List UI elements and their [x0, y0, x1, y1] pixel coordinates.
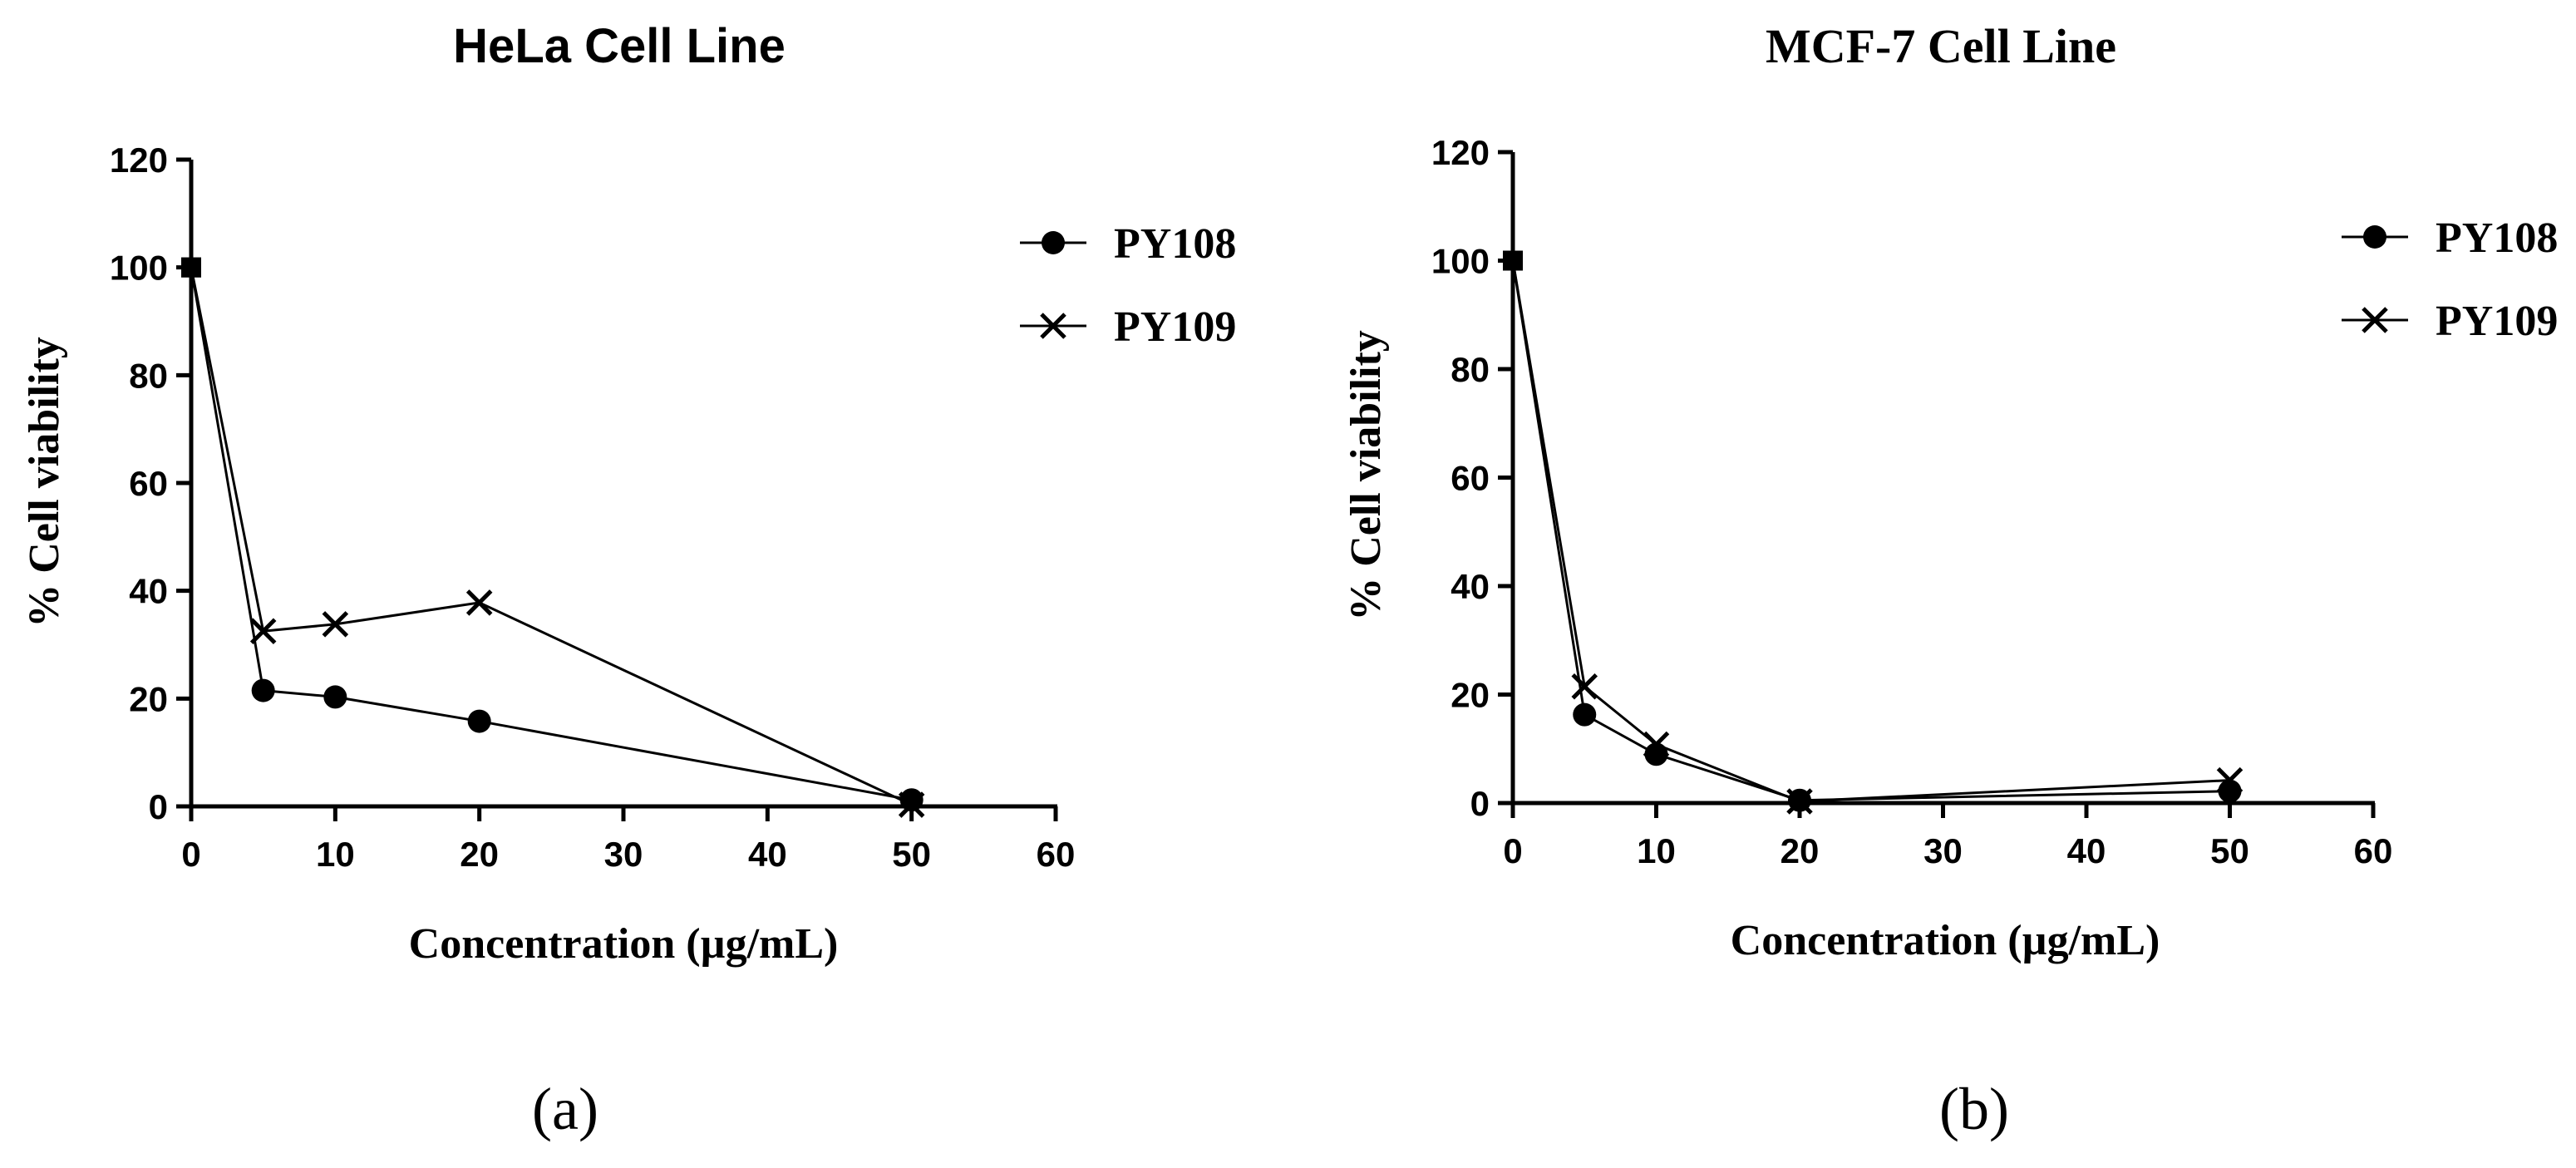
- panel-label-hela: (a): [532, 1076, 598, 1142]
- series-py109-point-stroke-b: [898, 791, 925, 818]
- series-py108-line: [1511, 260, 2230, 802]
- legend-py109-label: PY109: [2436, 298, 2558, 345]
- x-tick-label: 50: [892, 835, 931, 874]
- series-py109-point-stroke-b: [465, 589, 493, 616]
- chart-title: HeLa Cell Line: [453, 19, 786, 73]
- series-py109-line: [190, 267, 913, 806]
- x-axis-label: Concentration (µg/mL): [409, 920, 839, 968]
- x-tick-label: 60: [1037, 835, 1076, 874]
- y-axis-label: % Cell viability: [1342, 330, 1390, 621]
- y-tick-label: 100: [1431, 242, 1490, 281]
- y-tick-label: 40: [1451, 567, 1490, 606]
- series-py109-point: [898, 791, 925, 818]
- legend-py109-marker-stroke-b: [1040, 313, 1066, 339]
- series-py108-line: [190, 267, 912, 801]
- x-tick-label: 0: [181, 835, 200, 874]
- y-tick-label: 80: [129, 356, 168, 395]
- x-tick-label: 20: [1781, 831, 1820, 870]
- series-py109-point-stroke-b: [2216, 766, 2244, 794]
- legend-py108-marker: [2363, 225, 2386, 249]
- series-py108-point: [251, 678, 275, 702]
- panel-label-mcf7: (b): [1939, 1076, 2009, 1142]
- y-tick-label: 60: [129, 464, 168, 503]
- x-tick-label: 0: [1503, 831, 1522, 870]
- x-tick-label: 20: [460, 835, 499, 874]
- x-tick-label: 40: [748, 835, 787, 874]
- x-tick-label: 30: [1923, 831, 1963, 870]
- series-py109-point-stroke-b: [322, 611, 349, 638]
- series-py109-point: [2216, 766, 2244, 794]
- series-py108-point: [323, 685, 347, 709]
- y-tick-label: 20: [129, 679, 168, 718]
- y-axis-label: % Cell viability: [21, 337, 68, 628]
- y-tick-label: 120: [110, 140, 168, 180]
- x-axis-label: Concentration (µg/mL): [1731, 917, 2160, 964]
- series-py108-point: [1573, 702, 1597, 727]
- y-tick-label: 100: [110, 249, 168, 288]
- y-tick-label: 80: [1451, 350, 1490, 389]
- y-tick-label: 120: [1431, 133, 1490, 172]
- x-tick-label: 30: [604, 835, 643, 874]
- series-py109-point: [181, 257, 201, 278]
- legend-py109-marker: [1040, 313, 1066, 339]
- series-py109-point-stroke-b: [249, 618, 277, 645]
- series-py109-line: [1511, 260, 2230, 803]
- x-tick-label: 10: [1637, 831, 1676, 870]
- x-tick-label: 10: [316, 835, 355, 874]
- legend-py108-label: PY108: [2436, 214, 2558, 262]
- series-py109-point-stroke-b: [1643, 731, 1670, 758]
- x-tick-label: 60: [2354, 831, 2393, 870]
- legend-py108-marker: [1042, 231, 1065, 254]
- series-py109-point: [1786, 788, 1813, 815]
- series-py109-point: [249, 618, 277, 645]
- series-py109-point: [1503, 250, 1523, 271]
- series-py109-point: [465, 589, 493, 616]
- y-tick-label: 20: [1451, 676, 1490, 715]
- legend-py109-marker: [2362, 307, 2388, 333]
- legend-py109-marker-stroke-b: [2362, 307, 2388, 333]
- series-py108-point: [467, 709, 491, 733]
- series-py109-point: [322, 611, 349, 638]
- y-tick-label: 40: [129, 572, 168, 611]
- series-py109-point: [1643, 731, 1670, 758]
- chart-title: MCF-7 Cell Line: [1766, 19, 2116, 73]
- y-tick-label: 60: [1451, 459, 1490, 498]
- chart-panel-mcf7: MCF-7 Cell Line 0 20 40 60 80 100 120 0 10 20 30 40 5…: [1342, 19, 2558, 1142]
- legend-py108-label: PY108: [1114, 220, 1236, 268]
- x-tick-label: 40: [2067, 831, 2106, 870]
- legend-py109-label: PY109: [1114, 303, 1236, 351]
- series-py109-point: [1571, 673, 1598, 700]
- chart-panel-hela: HeLa Cell Line 0 20 40 60 80 100 120 0 10 20 30 40 50…: [21, 19, 1236, 1142]
- series-py108-point: [899, 788, 924, 812]
- y-tick-label: 0: [1470, 784, 1490, 823]
- series-py109-point-stroke-b: [1786, 788, 1813, 815]
- x-tick-label: 50: [2210, 831, 2249, 870]
- series-py109-point-stroke-b: [1571, 673, 1598, 700]
- y-tick-label: 0: [149, 787, 168, 826]
